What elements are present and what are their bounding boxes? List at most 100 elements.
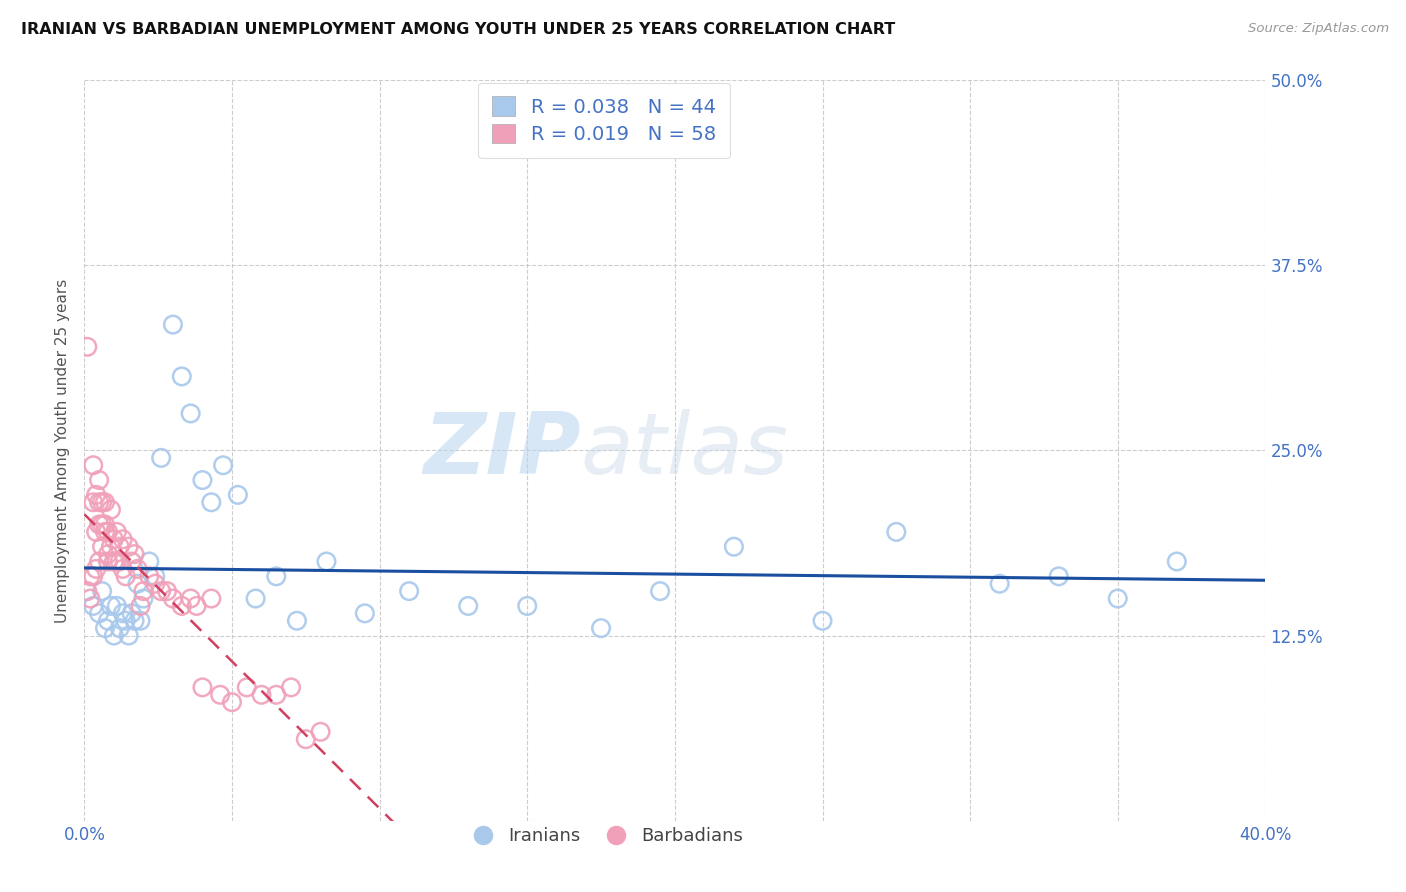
Point	[221, 695, 243, 709]
Point	[87, 517, 111, 532]
Point	[186, 599, 208, 613]
Point	[124, 547, 146, 561]
Point	[91, 517, 114, 532]
Point	[82, 458, 104, 473]
Point	[111, 562, 134, 576]
Point	[103, 628, 125, 642]
Point	[245, 591, 267, 606]
Point	[76, 584, 98, 599]
Point	[121, 607, 143, 621]
Point	[180, 407, 202, 421]
Point	[100, 502, 122, 516]
Point	[111, 607, 134, 621]
Text: ZIP: ZIP	[423, 409, 581, 492]
Point	[97, 524, 120, 539]
Point	[280, 681, 302, 695]
Point	[118, 628, 141, 642]
Point	[108, 621, 131, 635]
Point	[170, 599, 193, 613]
Point	[84, 562, 107, 576]
Point	[132, 591, 155, 606]
Point	[100, 599, 122, 613]
Point	[76, 340, 98, 354]
Point	[114, 569, 136, 583]
Point	[103, 555, 125, 569]
Point	[94, 495, 117, 509]
Legend: Iranians, Barbadians: Iranians, Barbadians	[457, 820, 751, 853]
Point	[105, 599, 128, 613]
Point	[97, 547, 120, 561]
Point	[591, 621, 613, 635]
Point	[105, 555, 128, 569]
Point	[398, 584, 420, 599]
Point	[191, 473, 214, 487]
Point	[143, 569, 166, 583]
Point	[156, 584, 179, 599]
Point	[212, 458, 235, 473]
Point	[108, 540, 131, 554]
Point	[108, 555, 131, 569]
Point	[200, 591, 222, 606]
Point	[82, 599, 104, 613]
Point	[650, 584, 672, 599]
Point	[87, 607, 111, 621]
Point	[87, 495, 111, 509]
Point	[886, 524, 908, 539]
Point	[129, 599, 152, 613]
Point	[79, 569, 101, 583]
Point	[121, 555, 143, 569]
Point	[114, 614, 136, 628]
Point	[180, 591, 202, 606]
Point	[988, 576, 1011, 591]
Point	[354, 607, 377, 621]
Point	[143, 576, 166, 591]
Point	[124, 614, 146, 628]
Point	[91, 540, 114, 554]
Point	[150, 450, 173, 465]
Point	[87, 555, 111, 569]
Text: IRANIAN VS BARBADIAN UNEMPLOYMENT AMONG YOUTH UNDER 25 YEARS CORRELATION CHART: IRANIAN VS BARBADIAN UNEMPLOYMENT AMONG …	[21, 22, 896, 37]
Point	[87, 473, 111, 487]
Point	[127, 562, 149, 576]
Point	[811, 614, 834, 628]
Point	[457, 599, 479, 613]
Point	[285, 614, 308, 628]
Point	[138, 569, 160, 583]
Point	[209, 688, 232, 702]
Text: Source: ZipAtlas.com: Source: ZipAtlas.com	[1249, 22, 1389, 36]
Point	[150, 584, 173, 599]
Point	[200, 495, 222, 509]
Point	[309, 724, 332, 739]
Point	[94, 524, 117, 539]
Point	[97, 614, 120, 628]
Point	[191, 681, 214, 695]
Point	[1166, 555, 1188, 569]
Point	[162, 318, 184, 332]
Point	[84, 524, 107, 539]
Point	[266, 688, 288, 702]
Y-axis label: Unemployment Among Youth under 25 years: Unemployment Among Youth under 25 years	[55, 278, 70, 623]
Point	[162, 591, 184, 606]
Point	[91, 584, 114, 599]
Point	[295, 732, 318, 747]
Text: atlas: atlas	[581, 409, 789, 492]
Point	[127, 576, 149, 591]
Point	[84, 488, 107, 502]
Point	[132, 584, 155, 599]
Point	[138, 555, 160, 569]
Point	[226, 488, 249, 502]
Point	[103, 533, 125, 547]
Point	[1107, 591, 1129, 606]
Point	[97, 555, 120, 569]
Point	[170, 369, 193, 384]
Point	[250, 688, 273, 702]
Point	[105, 524, 128, 539]
Point	[236, 681, 259, 695]
Point	[516, 599, 538, 613]
Point	[129, 614, 152, 628]
Point	[723, 540, 745, 554]
Point	[1047, 569, 1070, 583]
Point	[118, 540, 141, 554]
Point	[79, 591, 101, 606]
Point	[94, 517, 117, 532]
